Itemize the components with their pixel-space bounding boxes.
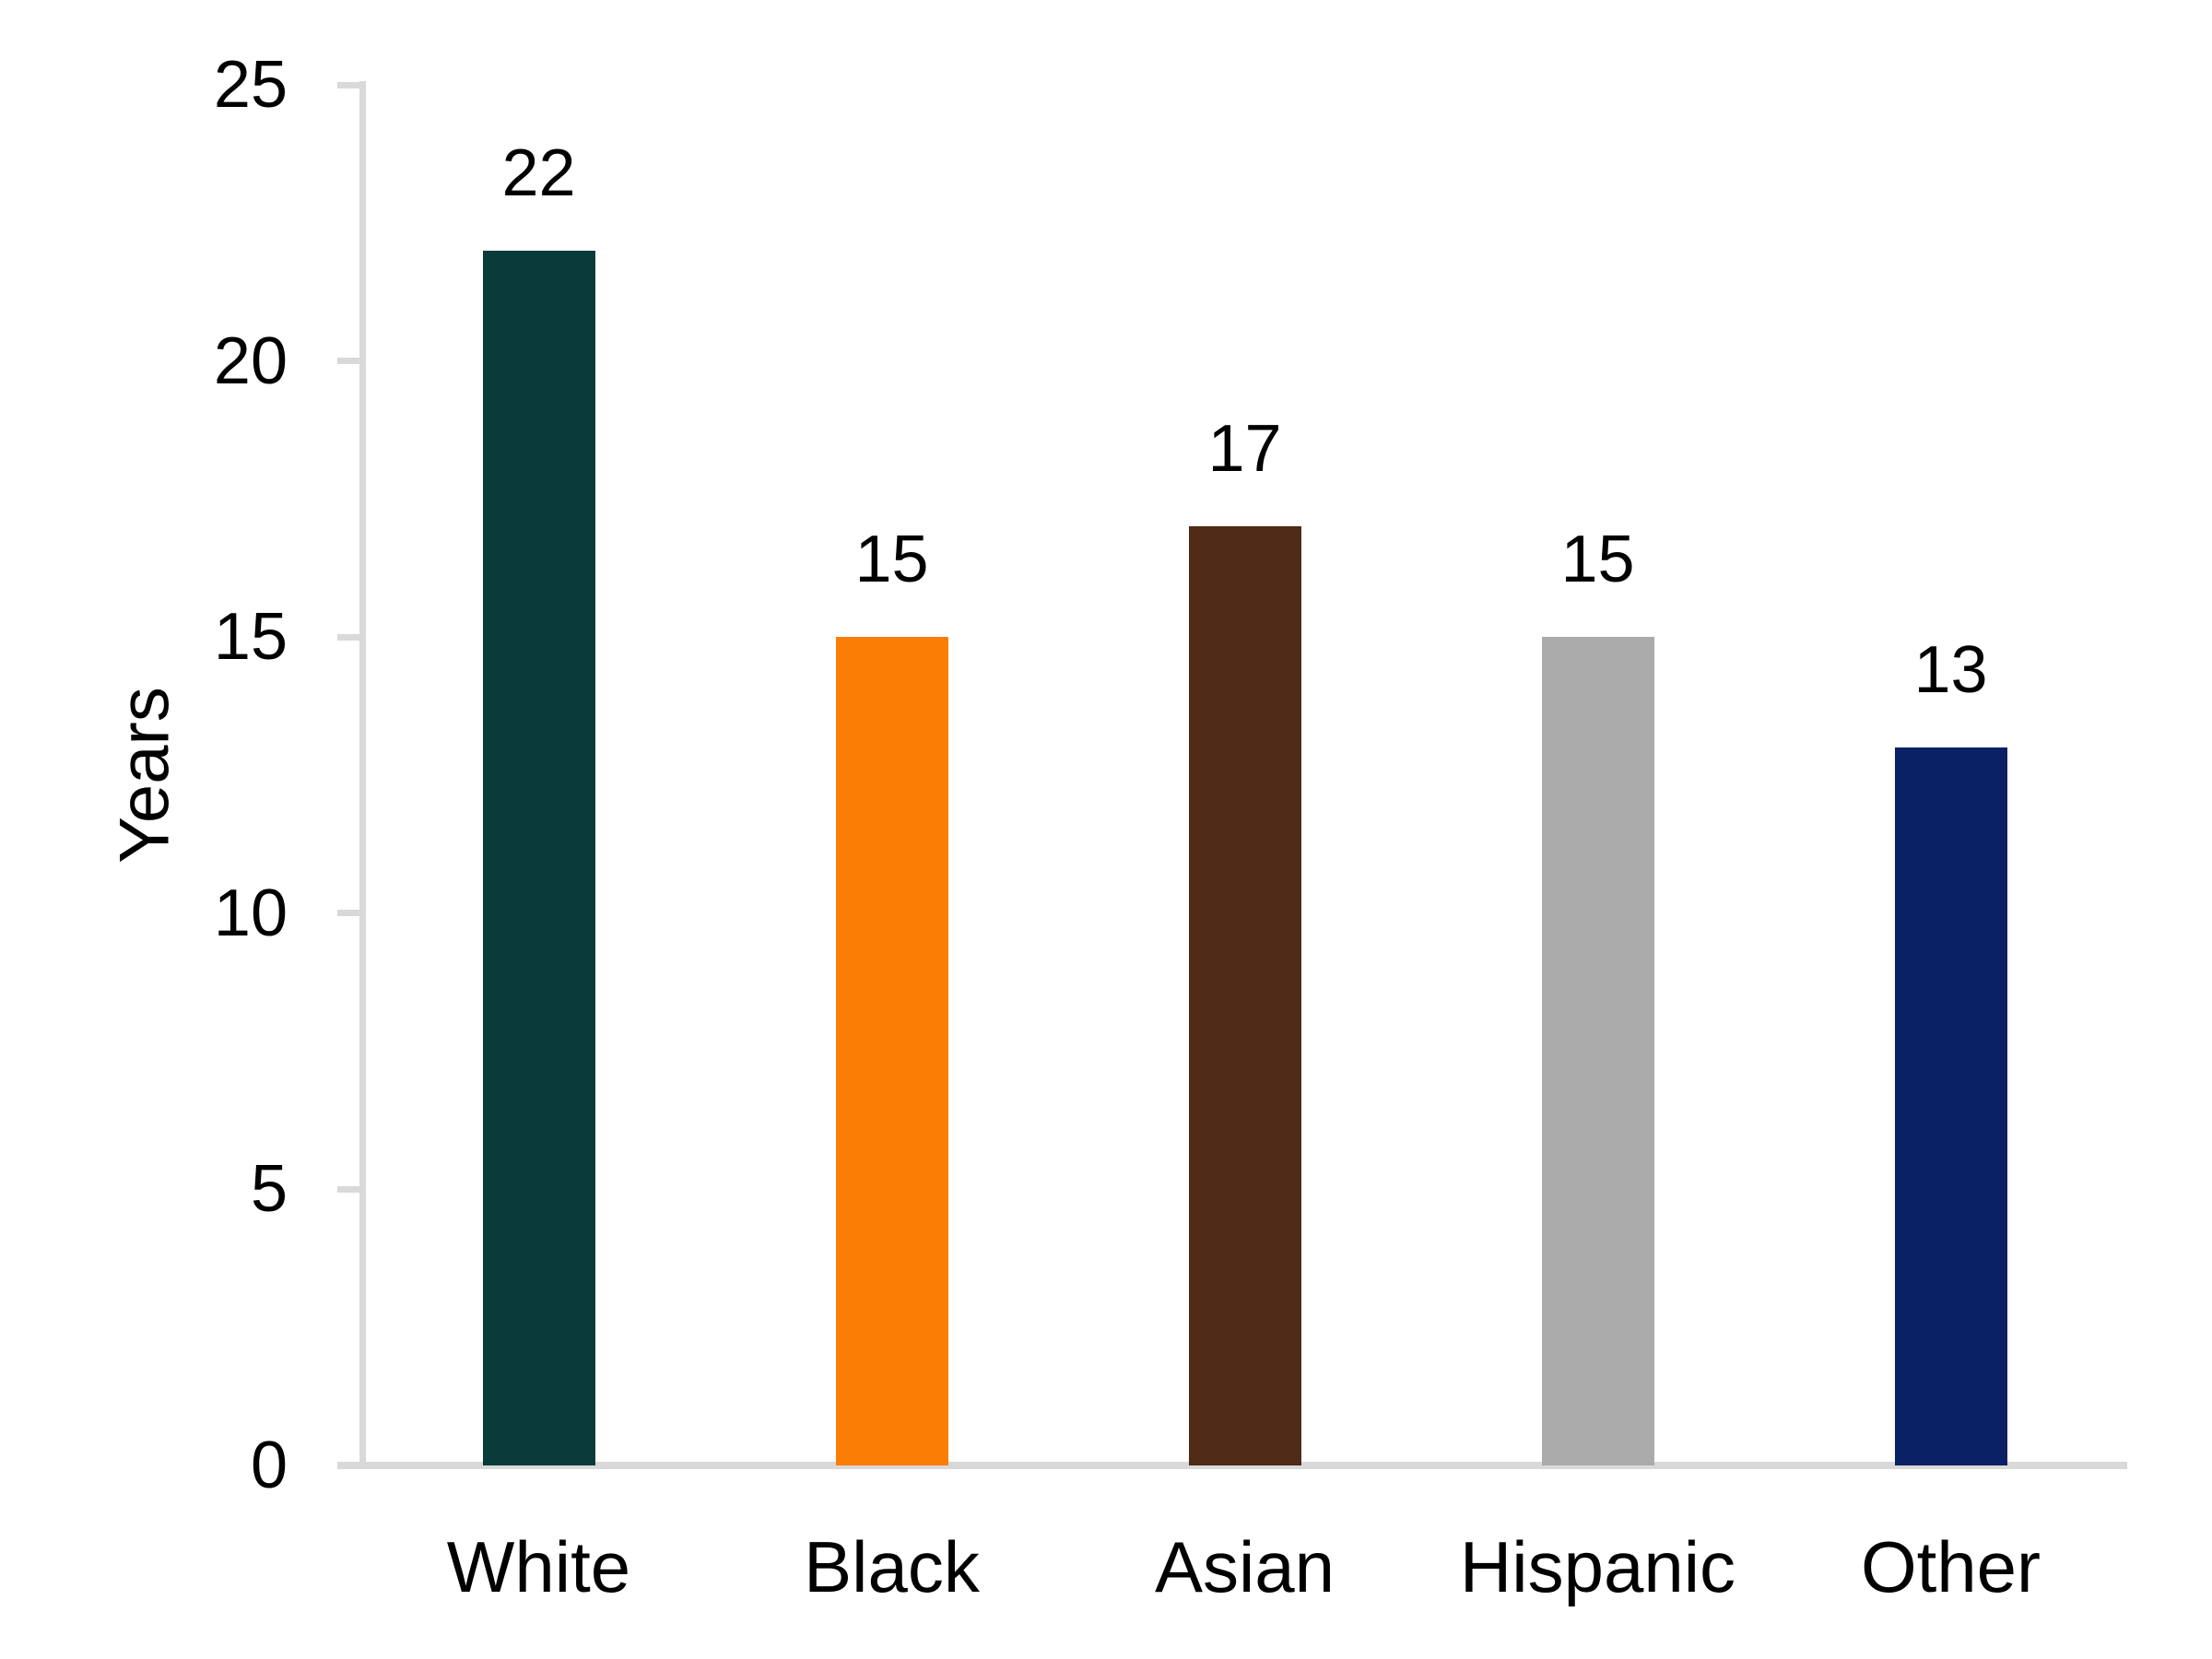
y-tick-label: 10 xyxy=(213,876,288,950)
x-axis-category-label: White xyxy=(446,1526,631,1607)
y-tick-label: 0 xyxy=(250,1429,288,1502)
y-tick-mark xyxy=(337,910,362,917)
bar-asian xyxy=(1188,526,1301,1465)
y-tick-mark xyxy=(337,633,362,641)
bar-value-label: 13 xyxy=(1913,633,1988,708)
x-axis-category-label: Hispanic xyxy=(1459,1526,1736,1607)
bar-value-label: 17 xyxy=(1207,412,1282,487)
y-tick-label: 15 xyxy=(213,600,288,675)
y-axis-title-text: Years xyxy=(105,687,184,864)
bar-value-label: 15 xyxy=(1560,523,1635,597)
y-axis-line xyxy=(359,81,366,1465)
y-tick-mark xyxy=(337,1462,362,1469)
x-axis-category-label: Black xyxy=(804,1526,980,1607)
y-tick-mark xyxy=(337,1185,362,1193)
y-tick-mark xyxy=(337,358,362,365)
y-tick-label: 5 xyxy=(250,1152,288,1227)
bar-other xyxy=(1894,747,2007,1465)
y-tick-label: 20 xyxy=(213,324,288,398)
x-axis-category-label: Asian xyxy=(1154,1526,1335,1607)
bar-value-label: 22 xyxy=(501,135,576,210)
x-axis-category-label: Other xyxy=(1860,1526,2041,1607)
x-axis-line xyxy=(337,1462,2127,1469)
y-tick-mark xyxy=(337,81,362,88)
y-tick-label: 25 xyxy=(213,48,288,122)
bar-value-label: 15 xyxy=(854,523,929,597)
bar-hispanic xyxy=(1541,637,1654,1465)
bar-black xyxy=(835,637,948,1465)
bar-white xyxy=(482,250,595,1465)
